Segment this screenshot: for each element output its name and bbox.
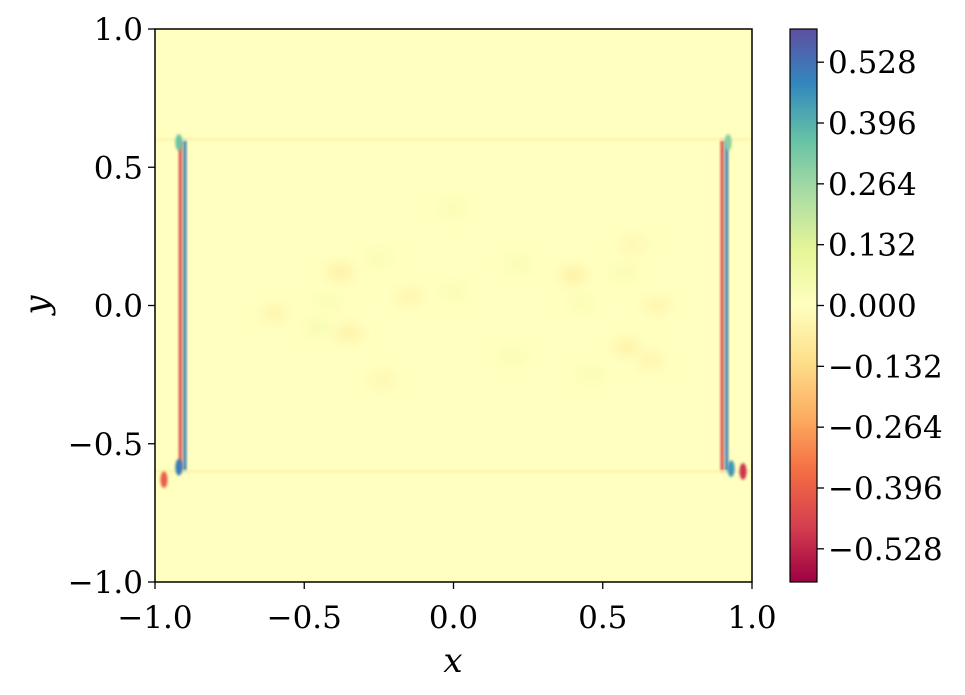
heatmap-blob: [440, 200, 467, 218]
x-tick-label: 0.0: [429, 600, 478, 636]
x-tick-label: 1.0: [727, 600, 776, 636]
heatmap-blob: [335, 324, 363, 342]
colorbar-tick-label: −0.132: [828, 349, 943, 385]
heatmap-blob: [559, 266, 587, 284]
x-axis-title: x: [443, 641, 462, 681]
colorbar-tick-label: 0.528: [828, 45, 917, 81]
colorbar: 0.528 0.396 0.264 0.132 0.000 −0.132 −0.264 −0.…: [789, 28, 943, 583]
heatmap-blob: [365, 250, 393, 267]
y-tick-label: −1.0: [68, 565, 143, 601]
heatmap-plot: [154, 28, 753, 583]
colorbar-tick-label: −0.396: [828, 471, 943, 507]
heatmap-features: [155, 134, 752, 488]
heatmap-blob: [619, 236, 647, 253]
vertical-band: [178, 139, 182, 472]
vertical-band: [725, 139, 729, 472]
colorbar-tick-label: −0.528: [828, 532, 943, 568]
y-tick-label: −0.5: [68, 427, 143, 463]
heatmap-blob: [326, 264, 354, 281]
heatmap-blob: [368, 371, 396, 389]
colorbar-tick-label: 0.396: [828, 106, 917, 142]
heatmap-blob: [314, 294, 342, 312]
colorbar-ticks: 0.528 0.396 0.264 0.132 0.000 −0.132 −0.264 −0.…: [817, 45, 943, 568]
heatmap-blob: [643, 297, 670, 314]
y-tick-label: 0.5: [94, 150, 143, 186]
x-tick-label: −1.0: [117, 600, 192, 636]
heatmap-blob: [613, 338, 641, 356]
colorbar-tick-label: 0.132: [828, 228, 917, 264]
heatmap-blob: [175, 458, 183, 476]
heatmap-blob: [505, 255, 533, 273]
vertical-band: [183, 139, 187, 472]
colorbar-tick-label: −0.264: [828, 410, 943, 446]
colorbar-bar: [789, 28, 818, 583]
vertical-band: [720, 139, 724, 472]
heatmap-blob: [260, 305, 288, 323]
heatmap-blob: [175, 134, 183, 151]
x-tick-label: 0.5: [578, 600, 627, 636]
heatmap-blob: [395, 288, 423, 306]
y-axis-title: y: [17, 295, 57, 317]
heatmap-blob: [577, 366, 605, 383]
y-axis: −1.0 −0.5 0.0 0.5 1.0: [68, 12, 155, 601]
y-tick-label: 1.0: [94, 12, 143, 48]
heatmap-blob: [440, 283, 467, 300]
heatmap-blob: [305, 319, 333, 336]
x-tick-label: −0.5: [267, 600, 342, 636]
heatmap-blob: [499, 346, 527, 364]
colorbar-tick-label: 0.264: [828, 167, 917, 203]
horizontal-band: [155, 470, 752, 473]
heatmap-blob: [160, 471, 168, 488]
horizontal-band: [155, 138, 752, 141]
heatmap-blob: [610, 264, 638, 281]
y-tick-label: 0.0: [94, 289, 143, 325]
heatmap-blob: [568, 294, 596, 312]
heatmap-blob: [739, 463, 747, 480]
heatmap-blob: [637, 352, 664, 370]
heatmap-blob: [724, 134, 732, 151]
x-axis: −1.0 −0.5 0.0 0.5 1.0: [117, 582, 777, 636]
colorbar-tick-label: 0.000: [828, 289, 917, 325]
heatmap-blob: [727, 460, 735, 477]
